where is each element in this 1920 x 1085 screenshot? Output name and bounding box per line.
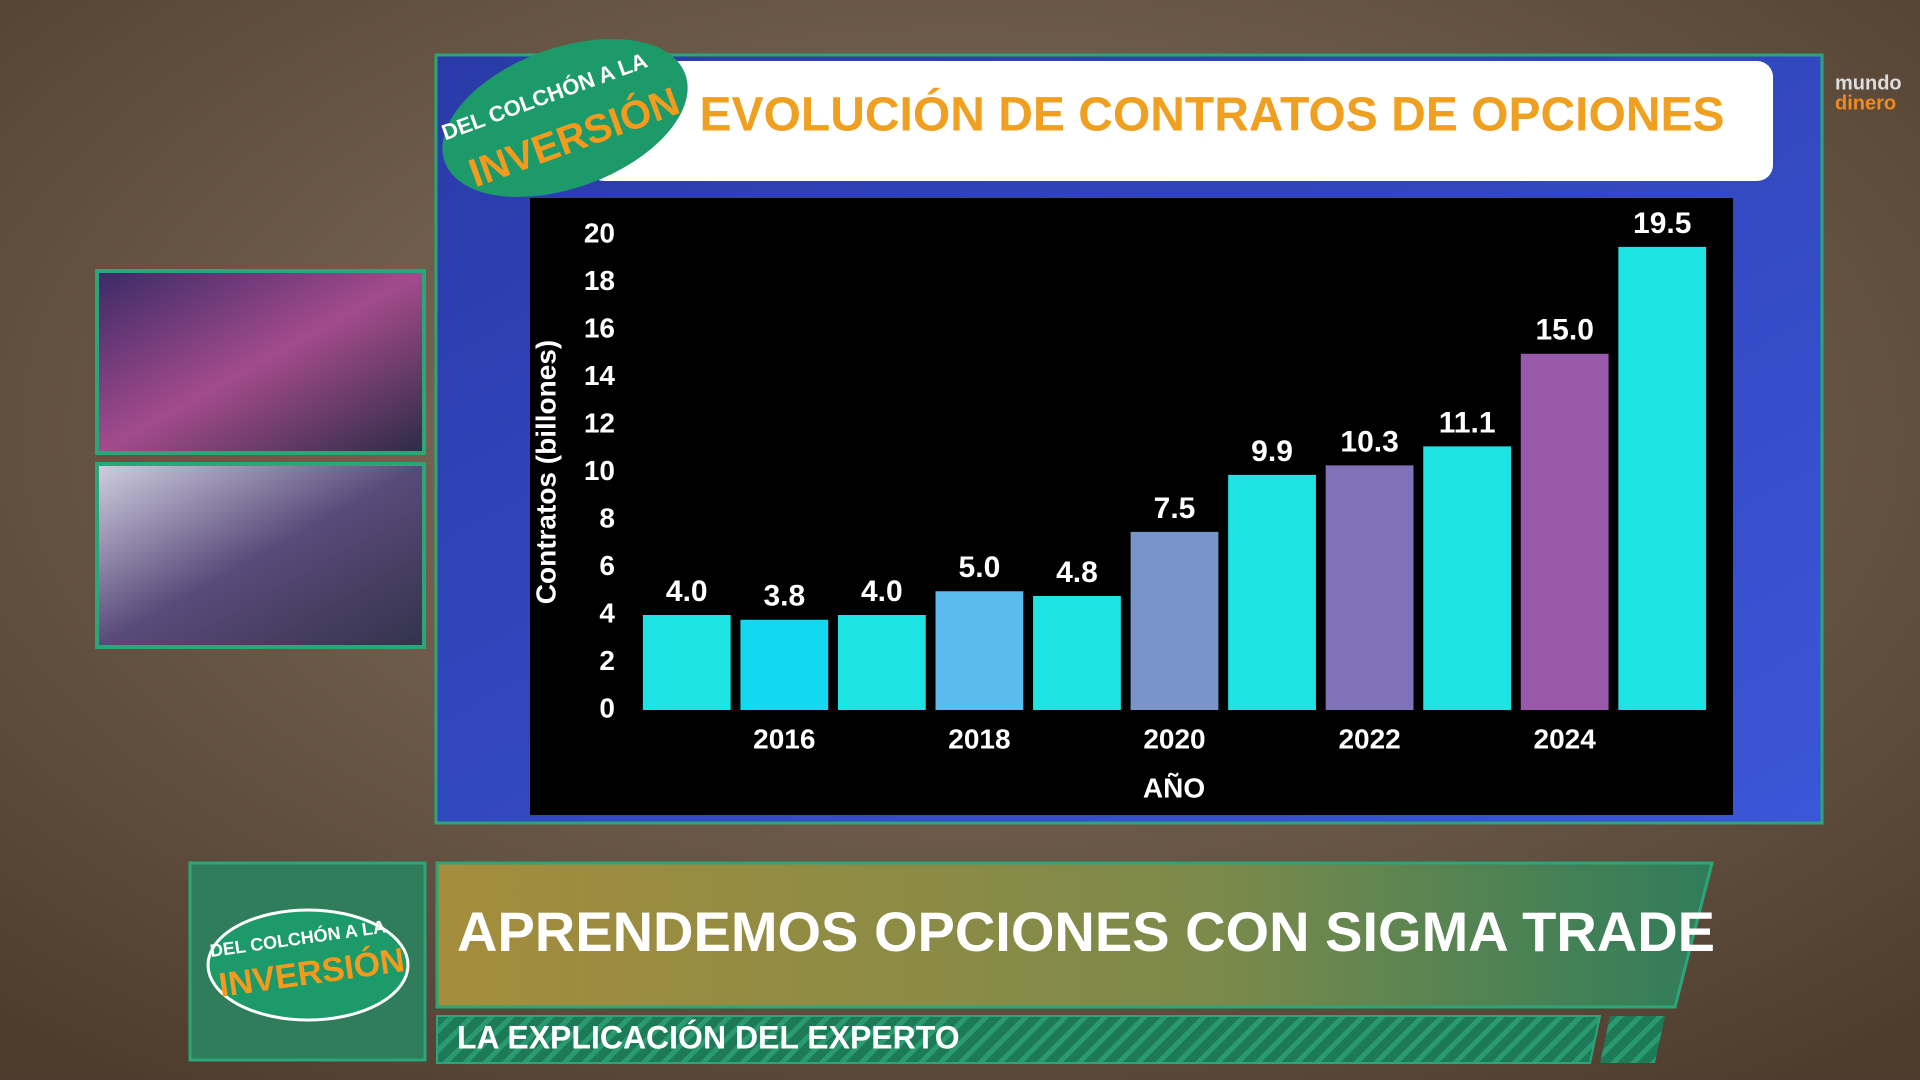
logo-badge — [206, 908, 410, 1022]
y-tick-label: 14 — [584, 360, 616, 391]
value-label: 10.3 — [1340, 425, 1398, 458]
bar — [1325, 465, 1414, 710]
value-label: 4.0 — [861, 575, 903, 608]
subline: LA EXPLICACIÓN DEL EXPERTO — [457, 1019, 960, 1055]
y-tick-label: 4 — [599, 597, 615, 628]
value-label: 4.8 — [1056, 556, 1098, 589]
bar — [1618, 246, 1707, 710]
y-tick-label: 18 — [584, 265, 615, 296]
bar — [1033, 596, 1121, 710]
value-label: 15.0 — [1535, 314, 1593, 347]
x-tick-label: 2022 — [1338, 723, 1400, 754]
y-tick-label: 8 — [599, 502, 615, 533]
bar — [1228, 474, 1316, 710]
y-tick-label: 10 — [584, 455, 615, 486]
value-label: 7.5 — [1154, 492, 1196, 525]
video-feed — [95, 269, 426, 455]
headline: APRENDEMOS OPCIONES CON SIGMA TRADE — [457, 900, 1715, 963]
bar — [642, 615, 731, 710]
x-axis-label: AÑO — [1143, 772, 1205, 803]
x-tick-label: 2018 — [948, 723, 1010, 754]
brand-text: dinero — [1835, 92, 1896, 114]
marks: 0 2 4 6 8 10 12 14 16 18 20 4.0 2016 3.8 4.0 2018 5.0 4.8… — [584, 207, 1707, 754]
bar — [740, 619, 829, 710]
brand-text: mundo — [1835, 72, 1902, 94]
value-label: 5.0 — [959, 551, 1001, 584]
logo-badge — [442, 38, 688, 198]
y-tick-label: 6 — [599, 550, 615, 581]
value-label: 9.9 — [1251, 435, 1293, 468]
y-tick-label: 16 — [584, 312, 615, 343]
y-tick-label: 0 — [599, 692, 615, 723]
x-tick-label: 2024 — [1534, 723, 1597, 754]
y-axis-label: Contratos (billones) — [530, 340, 561, 604]
subline-banner — [436, 1015, 1602, 1064]
bar — [1130, 531, 1219, 710]
value-label: 4.0 — [666, 575, 708, 608]
x-tick-label: 2016 — [753, 723, 815, 754]
y-tick-label: 20 — [584, 217, 615, 248]
video-feed — [95, 462, 426, 649]
bar — [935, 591, 1024, 710]
headline-banner — [435, 861, 1714, 1009]
y-tick-label: 2 — [599, 645, 615, 676]
chart-title: EVOLUCIÓN DE CONTRATOS DE OPCIONES — [700, 87, 1725, 142]
y-tick-label: 12 — [584, 407, 615, 438]
subline-banner — [1600, 1016, 1665, 1063]
bar — [1423, 446, 1512, 710]
value-label: 11.1 — [1439, 406, 1496, 439]
bar — [1520, 353, 1609, 710]
bar — [837, 615, 926, 710]
x-tick-label: 2020 — [1143, 723, 1205, 754]
title-bar — [588, 61, 1773, 181]
value-label: 3.8 — [763, 580, 805, 613]
value-label: 19.5 — [1633, 207, 1691, 240]
